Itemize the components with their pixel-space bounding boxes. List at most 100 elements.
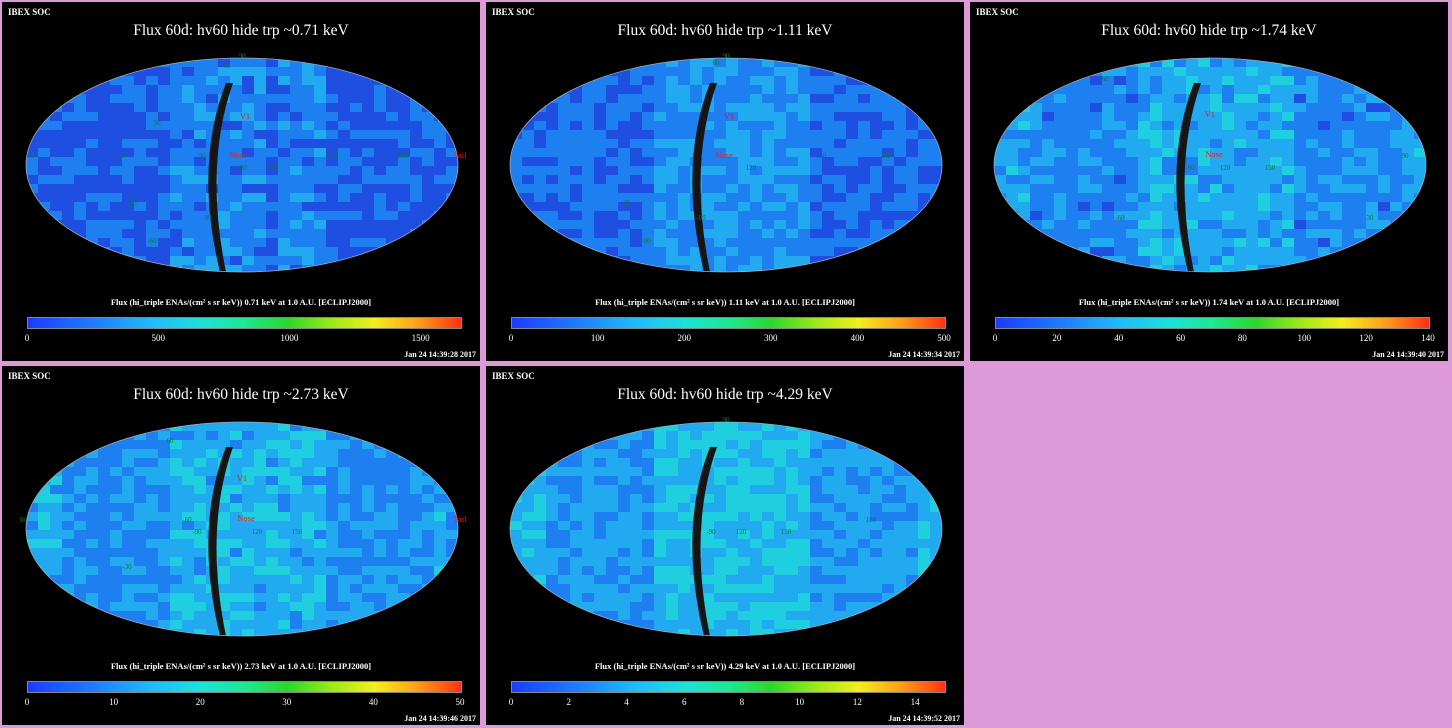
colorbar-tick: 10 xyxy=(109,697,119,707)
map-label: 120 xyxy=(1220,164,1231,172)
colorbar xyxy=(511,317,946,329)
colorbar-ticks: 0 10 20 30 40 50 xyxy=(25,697,465,709)
colorbar-label: Flux (hi_triple ENAs/(cm² s sr keV)) 1.1… xyxy=(595,297,855,307)
colorbar-tick: 1000 xyxy=(280,333,299,343)
map-label: -30 xyxy=(621,199,631,207)
colorbar-ticks: 0 20 40 60 80 100 120 140 xyxy=(992,333,1435,345)
map-label: V1 xyxy=(724,111,734,121)
map-label: 120 xyxy=(746,164,757,172)
flux-pixels xyxy=(994,58,1426,272)
map-label: 60 xyxy=(1102,75,1110,83)
map-label: -60 xyxy=(182,516,192,524)
colorbar-tick: 500 xyxy=(937,333,951,343)
colorbar-tick: 120 xyxy=(1359,333,1373,343)
colorbar-tick: 40 xyxy=(368,697,378,707)
map-label: Nose xyxy=(1205,149,1223,159)
colorbar-tick: 2 xyxy=(566,697,571,707)
colorbar-ticks: 0 100 200 300 400 500 xyxy=(509,333,951,345)
map-label: -60 xyxy=(147,237,157,245)
map-label: 90 xyxy=(723,52,731,60)
map-label: -30 xyxy=(122,563,132,571)
colorbar-tick: 300 xyxy=(764,333,778,343)
colorbar-tick: 100 xyxy=(1297,333,1312,343)
header-label: IBEX SOC xyxy=(492,7,535,17)
colorbar-tick: 400 xyxy=(850,333,865,343)
sky-map: 30 60 90 V1 Nose Tail -30 -90 -60 30 60 90 120 150 180… xyxy=(25,52,467,273)
colorbar xyxy=(27,681,462,693)
map-label: 60 xyxy=(167,437,175,445)
flux-pixels xyxy=(510,422,942,636)
map-label: V1 xyxy=(240,111,250,121)
colorbar-tick: 140 xyxy=(1421,333,1435,343)
colorbar-tick: 1500 xyxy=(411,333,430,343)
map-label: -90 xyxy=(1185,164,1195,172)
header-label: IBEX SOC xyxy=(8,7,51,17)
panel-0: IBEX SOC Flux 60d: hv60 hide trp ~0.71 ke… xyxy=(2,2,480,361)
header-label: IBEX SOC xyxy=(492,371,535,381)
timestamp: Jan 24 14:39:34 2017 xyxy=(888,350,960,359)
colorbar-ticks: 0 500 1000 1500 xyxy=(24,333,460,345)
map-label: 90 xyxy=(239,52,247,60)
map-label: 150 xyxy=(1265,164,1276,172)
colorbar-tick: 20 xyxy=(195,697,205,707)
map-label: -90 xyxy=(202,214,212,222)
colorbar-tick: 60 xyxy=(1176,333,1186,343)
colorbar-tick: 100 xyxy=(590,333,605,343)
colorbar-tick: 14 xyxy=(910,697,920,707)
chart-title: Flux 60d: hv60 hide trp ~4.29 keV xyxy=(617,386,833,403)
map-label: -90 xyxy=(706,528,716,536)
timestamp: Jan 24 14:39:52 2017 xyxy=(888,714,960,723)
map-label: 30 xyxy=(29,152,37,160)
map-label: -60 xyxy=(641,237,651,245)
colorbar-tick: 8 xyxy=(739,697,745,707)
sky-map: 60 V1 Nose Tail -90-60 120 150 30 -30 xyxy=(19,421,467,637)
map-label: 90 xyxy=(723,416,731,424)
map-label: 60 xyxy=(119,152,127,160)
map-label: -90 xyxy=(237,164,247,172)
colorbar-label: Flux (hi_triple ENAs/(cm² s sr keV)) 1.7… xyxy=(1078,297,1340,307)
map-label: 180 xyxy=(881,152,892,160)
colorbar-tick: 40 xyxy=(1114,333,1124,343)
map-label: Nose xyxy=(715,150,733,160)
colorbar-tick: 4 xyxy=(624,697,629,707)
panel-4: IBEX SOC Flux 60d: hv60 hide trp ~4.29 ke… xyxy=(486,366,964,725)
colorbar-label: Flux (hi_triple ENAs/(cm² s sr keV)) 4.2… xyxy=(594,661,856,671)
map-label: -90 xyxy=(192,528,202,536)
map-label: 120 xyxy=(736,528,747,536)
panel-1: IBEX SOC Flux 60d: hv60 hide trp ~1.11 ke… xyxy=(486,2,964,361)
colorbar-ticks: 0 2 4 6 8 10 12 14 xyxy=(509,697,944,709)
colorbar-tick: 30 xyxy=(282,697,292,707)
map-label: Nose xyxy=(237,513,255,523)
timestamp: Jan 24 14:39:28 2017 xyxy=(404,350,476,359)
map-label: 180 xyxy=(397,152,408,160)
flux-pixels xyxy=(26,422,458,636)
colorbar-label: Flux (hi_triple ENAs/(cm² s sr keV)) 0.7… xyxy=(110,297,372,307)
map-label: Tail xyxy=(453,150,467,160)
map-label: 150 xyxy=(781,528,792,536)
map-label: Nose xyxy=(229,150,247,160)
colorbar-tick: 20 xyxy=(1052,333,1062,343)
map-label: 150 xyxy=(292,528,303,536)
chart-title: Flux 60d: hv60 hide trp ~1.11 keV xyxy=(617,22,833,39)
colorbar-tick: 500 xyxy=(151,333,165,343)
chart-title: Flux 60d: hv60 hide trp ~0.71 keV xyxy=(133,22,349,39)
map-label: 30 xyxy=(154,119,162,127)
sky-map: 60 V1 Nose -90 120 150 90 -60 30 xyxy=(993,57,1427,273)
map-label: 150 xyxy=(816,152,827,160)
colorbar xyxy=(995,317,1430,329)
colorbar xyxy=(511,681,946,693)
colorbar-tick: 200 xyxy=(677,333,691,343)
map-label: 60 xyxy=(224,62,232,70)
colorbar-tick: 0 xyxy=(24,333,30,343)
map-label: 90 xyxy=(199,152,207,160)
map-label: V1 xyxy=(237,473,247,483)
map-label: -30 xyxy=(127,199,137,207)
panel-2: IBEX SOC Flux 60d: hv60 hide trp ~1.74 ke… xyxy=(970,2,1448,361)
colorbar-tick: 0 xyxy=(992,333,998,343)
chart-title: Flux 60d: hv60 hide trp ~2.73 keV xyxy=(133,386,349,403)
colorbar-tick: 50 xyxy=(455,697,465,707)
map-label: -90 xyxy=(696,214,706,222)
chart-title: Flux 60d: hv60 hide trp ~1.74 keV xyxy=(1101,22,1317,39)
map-label: 150 xyxy=(327,152,338,160)
